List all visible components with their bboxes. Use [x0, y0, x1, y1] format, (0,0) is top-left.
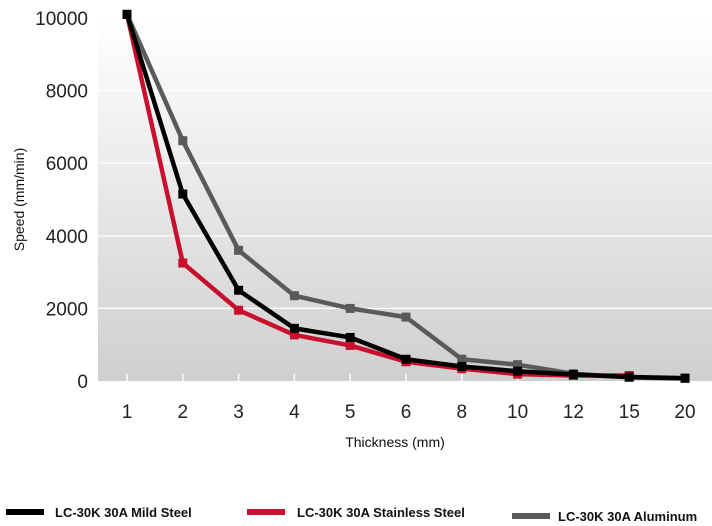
series-layer [122, 9, 690, 383]
x-axis-ticks: 1 2 3 4 5 6 8 10 12 15 20 [122, 374, 696, 423]
data-point [457, 361, 467, 371]
y-tick-label: 8000 [46, 82, 88, 103]
legend-swatch [6, 509, 44, 515]
y-tick-label: 4000 [46, 227, 88, 248]
data-point [680, 373, 690, 383]
data-point [401, 354, 411, 364]
legend-swatch [512, 513, 550, 519]
data-point [289, 330, 299, 340]
legend-swatch [247, 509, 285, 515]
data-point [513, 360, 523, 370]
y-axis-title: Speed (mm/min) [11, 148, 27, 251]
y-tick-label: 0 [77, 372, 88, 393]
data-point [289, 323, 299, 333]
data-point [568, 369, 578, 379]
x-tick-label: 6 [401, 402, 412, 423]
grid-lines [98, 17, 712, 309]
legend-item: LC-30K 30A Mild Steel [6, 505, 192, 520]
x-tick-label: 5 [345, 402, 356, 423]
data-point [345, 332, 355, 342]
x-tick-label: 10 [507, 402, 528, 423]
data-point [345, 303, 355, 313]
x-tick-label: 12 [563, 402, 584, 423]
legend-label: LC-30K 30A Aluminum [558, 509, 697, 524]
series-1 [122, 9, 690, 383]
legend-item: LC-30K 30A Stainless Steel [247, 505, 465, 520]
data-point [178, 189, 188, 199]
y-tick-label: 6000 [46, 154, 88, 175]
data-point [457, 354, 467, 364]
y-tick-label: 2000 [46, 299, 88, 320]
data-point [234, 305, 244, 315]
legend-label: LC-30K 30A Mild Steel [55, 505, 192, 520]
x-tick-label: 3 [233, 402, 244, 423]
data-point [624, 372, 634, 382]
data-point [289, 291, 299, 301]
x-tick-label: 15 [619, 402, 640, 423]
x-axis-title: Thickness (mm) [345, 434, 445, 450]
x-tick-label: 1 [122, 402, 133, 423]
data-point [234, 285, 244, 295]
plot-background [98, 18, 712, 381]
x-tick-label: 2 [178, 402, 189, 423]
plot-area [98, 18, 712, 381]
data-point [401, 312, 411, 322]
y-tick-label: 10000 [35, 9, 88, 30]
data-point [178, 136, 188, 146]
legend: LC-30K 30A Mild Steel LC-30K 30A Stainles… [6, 505, 697, 524]
x-tick-label: 8 [457, 402, 468, 423]
data-point [178, 258, 188, 268]
y-axis-ticks: 0 2000 4000 6000 8000 10000 [35, 9, 88, 393]
data-point [234, 245, 244, 255]
data-point [513, 366, 523, 376]
legend-item: LC-30K 30A Aluminum [512, 509, 697, 524]
x-tick-label: 20 [674, 402, 695, 423]
data-point [122, 9, 132, 19]
x-tick-label: 4 [289, 402, 300, 423]
data-point [345, 340, 355, 350]
legend-label: LC-30K 30A Stainless Steel [297, 505, 465, 520]
